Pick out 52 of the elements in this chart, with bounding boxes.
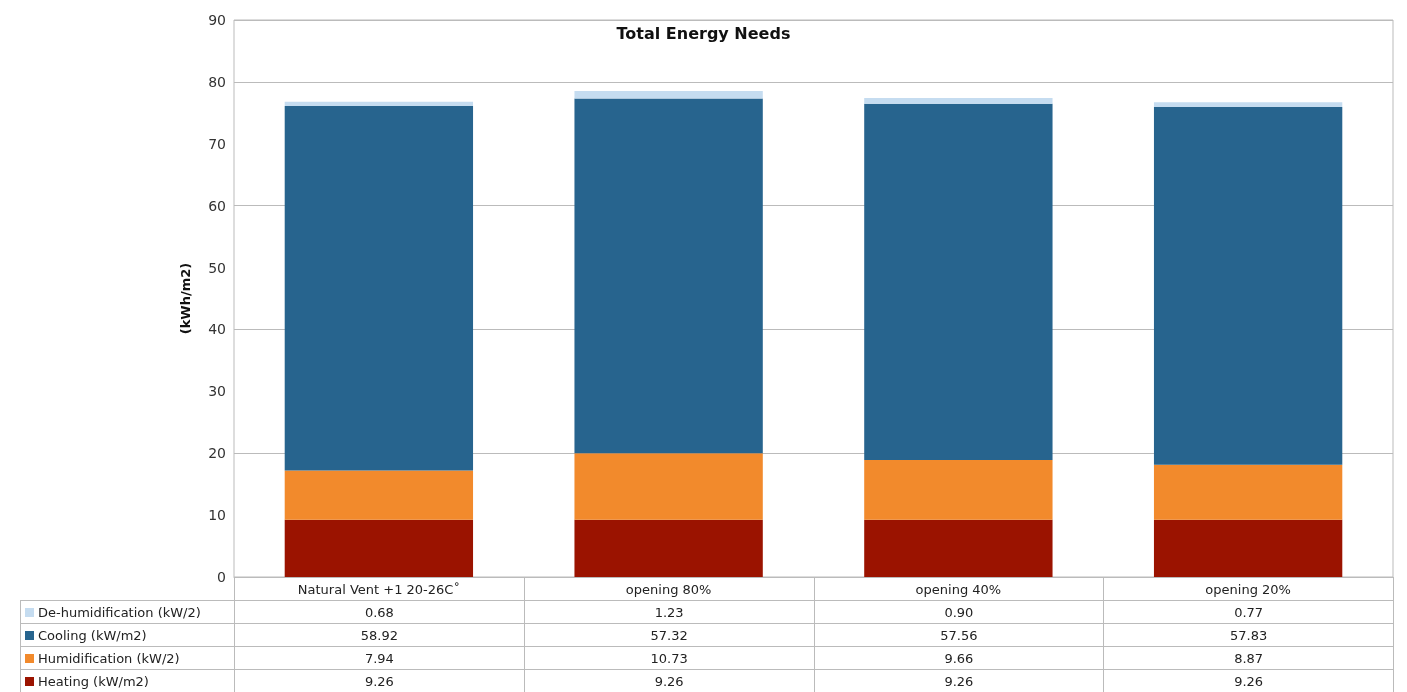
data-label: 1.23: [523, 600, 815, 624]
y-tick-label: 70: [208, 135, 226, 152]
legend-label: Humidification (kW/2): [20, 646, 235, 670]
x-tick-label: opening 40%: [915, 582, 1002, 597]
data-label: 0.90: [813, 600, 1105, 624]
bar: [284, 470, 474, 520]
data-label: 9.26: [1103, 669, 1394, 692]
chart-title: Total Energy Needs: [616, 23, 791, 43]
x-tick-label: Natural Vent +1 20-26C˚: [297, 582, 460, 597]
bar: [574, 98, 763, 454]
data-label: 7.94: [234, 646, 525, 670]
data-label: 9.26: [523, 669, 815, 692]
y-axis-title: (kWh/m2): [178, 262, 193, 335]
y-tick-label: 0: [217, 569, 226, 585]
bar: [1153, 464, 1343, 520]
y-tick-label: 50: [208, 259, 226, 276]
bar: [1153, 106, 1343, 465]
y-tick-label: 10: [208, 507, 226, 524]
y-tick-label: 90: [208, 12, 226, 28]
data-label: 9.26: [234, 669, 525, 692]
bar: [574, 90, 763, 99]
data-label: 8.87: [1103, 646, 1394, 670]
bar: [284, 101, 474, 106]
data-label: 57.32: [523, 623, 815, 647]
data-label: 9.66: [813, 646, 1105, 670]
data-label: 0.68: [234, 600, 525, 624]
bar: [1153, 102, 1343, 107]
data-label: 10.73: [523, 646, 815, 670]
data-label: 57.83: [1103, 623, 1394, 647]
bar: [284, 105, 474, 471]
data-label: 58.92: [234, 623, 525, 647]
y-tick-label: 60: [208, 197, 226, 214]
data-label: 0.77: [1103, 600, 1394, 624]
bar: [1153, 519, 1343, 577]
legend-label: Heating (kW/m2): [20, 669, 235, 692]
bar: [864, 98, 1053, 104]
bar: [284, 519, 474, 577]
data-label: 57.56: [813, 623, 1105, 647]
y-tick-label: 80: [208, 73, 226, 90]
legend-label: Cooling (kW/m2): [20, 623, 235, 647]
data-label: 9.26: [813, 669, 1105, 692]
bar: [864, 103, 1053, 460]
legend-label: De-humidification (kW/2): [20, 600, 235, 624]
bar: [864, 519, 1053, 577]
y-tick-label: 30: [208, 383, 226, 400]
bar: [574, 519, 763, 577]
x-tick-label: opening 20%: [1205, 582, 1291, 597]
y-tick-label: 40: [208, 321, 226, 338]
x-tick-label: opening 80%: [625, 582, 712, 597]
bar: [574, 453, 763, 520]
y-tick-label: 20: [208, 445, 226, 462]
bar: [864, 459, 1053, 520]
